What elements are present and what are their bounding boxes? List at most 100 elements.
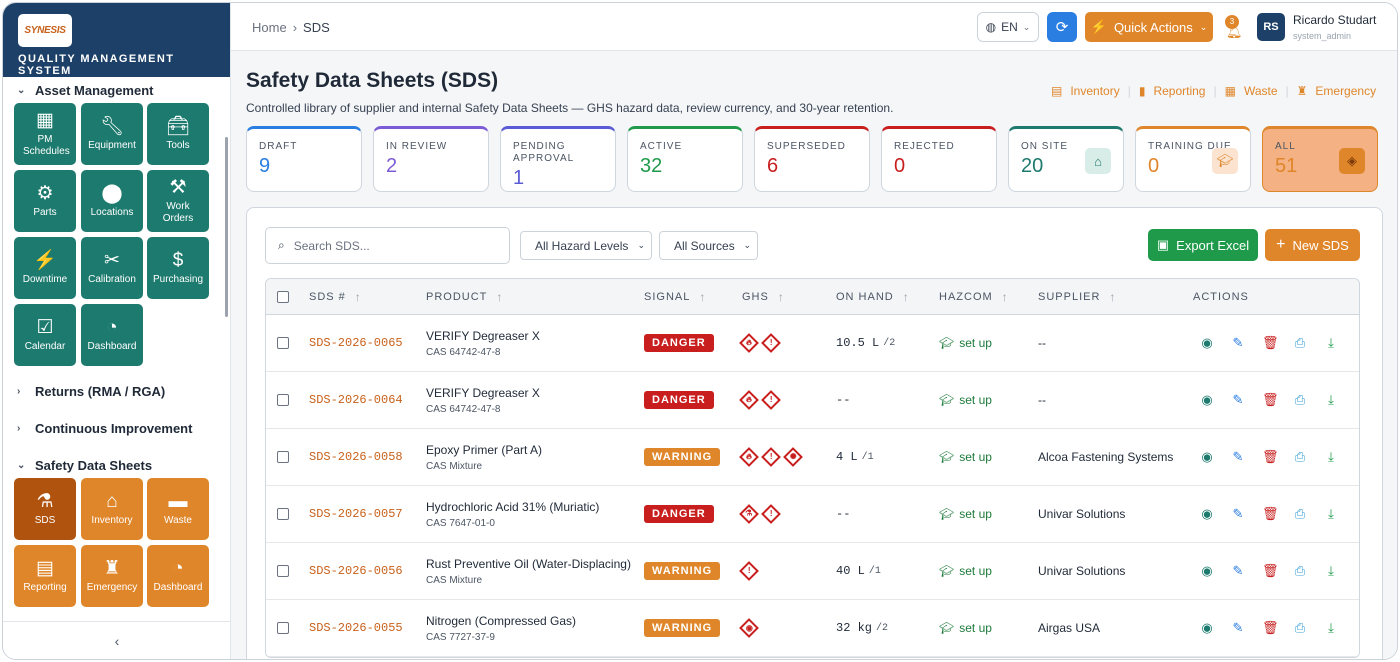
delete-trash-icon[interactable]: 🗑︎ [1262, 335, 1279, 350]
sidebar-collapse-button[interactable]: ‹ [3, 621, 231, 659]
quick-actions-button[interactable]: ⚡ Quick Actions ⌄ [1085, 12, 1213, 42]
stat-card-superseded[interactable]: SUPERSEDED 6 [754, 126, 870, 192]
section-asset-management[interactable]: ⌄ Asset Management [17, 83, 153, 98]
row-checkbox[interactable] [277, 315, 289, 371]
nav-tile-calibration[interactable]: ✂ Calibration [81, 237, 143, 299]
nav-tile-work-orders[interactable]: ⚒ Work Orders [147, 170, 209, 232]
link-emergency[interactable]: Emergency [1315, 84, 1377, 98]
stat-card-in-review[interactable]: IN REVIEW 2 [373, 126, 489, 192]
nav-tile-tools[interactable]: 🧰︎ Tools [147, 103, 209, 165]
print-icon[interactable]: ⎙ [1294, 563, 1306, 578]
section-continuous-improvement[interactable]: › Continuous Improvement [17, 421, 192, 436]
view-eye-icon[interactable]: ◉ [1201, 563, 1213, 578]
row-checkbox[interactable] [277, 429, 289, 485]
edit-icon[interactable]: ✎ [1232, 506, 1244, 521]
refresh-button[interactable]: ⟳ [1047, 12, 1077, 42]
print-icon[interactable]: ⎙ [1294, 335, 1306, 350]
language-selector[interactable]: ◍ EN ⌄ [977, 12, 1039, 42]
hazcom-cell[interactable]: 🎓︎ set up [939, 429, 992, 485]
print-icon[interactable]: ⎙ [1294, 620, 1306, 635]
nav-tile-parts[interactable]: ⚙ Parts [14, 170, 76, 232]
hazcom-cell[interactable]: 🎓︎ set up [939, 486, 992, 542]
download-icon[interactable]: ⤓ [1328, 335, 1334, 350]
sds-number-link[interactable]: SDS-2026-0064 [309, 393, 403, 407]
stat-card-on-site[interactable]: ON SITE 20 ⌂ [1008, 126, 1124, 192]
stat-card-rejected[interactable]: REJECTED 0 [881, 126, 997, 192]
sds-number-link[interactable]: SDS-2026-0055 [309, 621, 403, 635]
nav-tile-inventory[interactable]: ⌂ Inventory [81, 478, 143, 540]
company-logo[interactable]: SYNESIS [18, 14, 72, 47]
link-inventory[interactable]: Inventory [1070, 84, 1120, 98]
print-icon[interactable]: ⎙ [1294, 506, 1306, 521]
edit-icon[interactable]: ✎ [1232, 392, 1244, 407]
table-row[interactable]: SDS-2026-0058 Epoxy Primer (Part A) CAS Mi… [266, 429, 1359, 486]
export-excel-button[interactable]: ▣ Export Excel [1148, 229, 1258, 261]
nav-tile-dashboard[interactable]: ◔ Dashboard [147, 545, 209, 607]
nav-tile-waste[interactable]: ▬ Waste [147, 478, 209, 540]
link-reporting[interactable]: Reporting [1153, 84, 1206, 98]
print-icon[interactable]: ⎙ [1294, 392, 1306, 407]
sds-number-link[interactable]: SDS-2026-0057 [309, 507, 403, 521]
table-row[interactable]: SDS-2026-0065 VERIFY Degreaser X CAS 64742… [266, 315, 1359, 372]
nav-tile-calendar[interactable]: ☑ Calendar [14, 304, 76, 366]
row-checkbox[interactable] [277, 486, 289, 542]
nav-tile-downtime[interactable]: ⚡ Downtime [14, 237, 76, 299]
col-on-hand[interactable]: ON HAND ↑ [836, 279, 909, 314]
col-sds-number[interactable]: SDS # ↑ [309, 279, 361, 314]
stat-card-active[interactable]: ACTIVE 32 [627, 126, 743, 192]
nav-tile-pm-schedules[interactable]: ▦ PM Schedules [14, 103, 76, 165]
user-avatar[interactable]: RS [1257, 13, 1285, 41]
nav-tile-purchasing[interactable]: $ Purchasing [147, 237, 209, 299]
edit-icon[interactable]: ✎ [1232, 620, 1244, 635]
nav-tile-sds[interactable]: ⚗ SDS [14, 478, 76, 540]
sds-number-link[interactable]: SDS-2026-0058 [309, 450, 403, 464]
nav-tile-reporting[interactable]: ▤ Reporting [14, 545, 76, 607]
col-supplier[interactable]: SUPPLIER ↑ [1038, 279, 1115, 314]
view-eye-icon[interactable]: ◉ [1201, 392, 1213, 407]
nav-tile-dashboard[interactable]: ◔ Dashboard [81, 304, 143, 366]
user-name[interactable]: Ricardo Studart [1293, 13, 1377, 27]
stat-card-draft[interactable]: DRAFT 9 [246, 126, 362, 192]
download-icon[interactable]: ⤓ [1328, 506, 1334, 521]
nav-tile-equipment[interactable]: 🔧︎ Equipment [81, 103, 143, 165]
col-signal[interactable]: SIGNAL ↑ [644, 279, 705, 314]
hazard-level-filter[interactable]: All Hazard Levels ⌄ [520, 231, 652, 260]
download-icon[interactable]: ⤓ [1328, 620, 1334, 635]
edit-icon[interactable]: ✎ [1232, 335, 1244, 350]
stat-card-training-due[interactable]: TRAINING DUE 0 🎓︎ [1135, 126, 1251, 192]
delete-trash-icon[interactable]: 🗑︎ [1262, 563, 1279, 578]
col-product[interactable]: PRODUCT ↑ [426, 279, 502, 314]
sidebar-scrollbar[interactable] [225, 137, 228, 317]
delete-trash-icon[interactable]: 🗑︎ [1262, 449, 1279, 464]
row-checkbox[interactable] [277, 372, 289, 428]
link-waste[interactable]: Waste [1243, 84, 1278, 98]
download-icon[interactable]: ⤓ [1328, 392, 1334, 407]
section-safety-data-sheets[interactable]: ⌄ Safety Data Sheets [17, 458, 152, 473]
delete-trash-icon[interactable]: 🗑︎ [1262, 620, 1279, 635]
row-checkbox[interactable] [277, 543, 289, 599]
sds-number-link[interactable]: SDS-2026-0056 [309, 564, 403, 578]
view-eye-icon[interactable]: ◉ [1201, 620, 1213, 635]
table-row[interactable]: SDS-2026-0057 Hydrochloric Acid 31% (Muri… [266, 486, 1359, 543]
download-icon[interactable]: ⤓ [1328, 563, 1334, 578]
row-checkbox[interactable] [277, 600, 289, 656]
breadcrumb-home[interactable]: Home [252, 20, 287, 35]
view-eye-icon[interactable]: ◉ [1201, 506, 1213, 521]
search-input[interactable]: ⌕ Search SDS... [265, 227, 510, 264]
nav-tile-emergency[interactable]: ♜ Emergency [81, 545, 143, 607]
table-row[interactable]: SDS-2026-0064 VERIFY Degreaser X CAS 64742… [266, 372, 1359, 429]
section-returns[interactable]: › Returns (RMA / RGA) [17, 384, 165, 399]
stat-card-all[interactable]: ALL 51 ◈ [1262, 126, 1378, 192]
hazcom-cell[interactable]: 🎓︎ set up [939, 543, 992, 599]
hazcom-cell[interactable]: 🎓︎ set up [939, 315, 992, 371]
stat-card-pending-approval[interactable]: PENDING APPROVAL 1 [500, 126, 616, 192]
source-filter[interactable]: All Sources ⌄ [659, 231, 758, 260]
table-row[interactable]: SDS-2026-0056 Rust Preventive Oil (Water-… [266, 543, 1359, 600]
download-icon[interactable]: ⤓ [1328, 449, 1334, 464]
table-row[interactable]: SDS-2026-0055 Nitrogen (Compressed Gas) CA… [266, 600, 1359, 657]
new-sds-button[interactable]: + New SDS [1265, 229, 1360, 261]
nav-tile-locations[interactable]: ⬤ Locations [81, 170, 143, 232]
hazcom-cell[interactable]: 🎓︎ set up [939, 600, 992, 656]
sds-number-link[interactable]: SDS-2026-0065 [309, 336, 403, 350]
view-eye-icon[interactable]: ◉ [1201, 449, 1213, 464]
